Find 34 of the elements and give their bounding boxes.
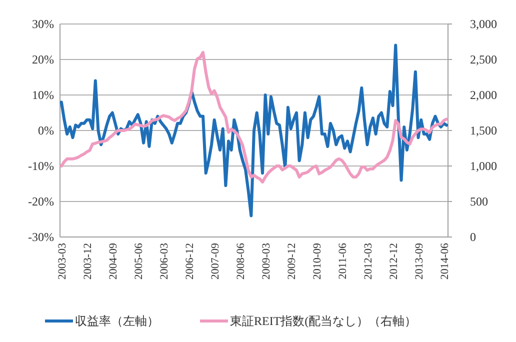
y2-tick-label: 1,500 xyxy=(470,124,497,138)
y-tick-label: 20% xyxy=(32,52,54,66)
x-tick-label: 2009-03 xyxy=(260,242,272,280)
x-tick-label: 2006-12 xyxy=(184,243,196,280)
x-tick-label: 2006-03 xyxy=(158,242,170,280)
y2-tick-label: 2,000 xyxy=(470,88,497,102)
x-tick-label: 2013-09 xyxy=(413,242,426,280)
x-tick-label: 2008-06 xyxy=(234,242,247,280)
x-tick-label: 2005-06 xyxy=(132,242,145,280)
y-tick-label: -30% xyxy=(28,230,54,244)
y2-tick-label: 2,500 xyxy=(470,52,497,66)
legend-label: 東証REIT指数(配当なし）（右軸） xyxy=(230,314,417,328)
x-tick-label: 2012-12 xyxy=(388,243,400,280)
x-tick-label: 2007-09 xyxy=(209,242,222,280)
x-tick-label: 2014-06 xyxy=(438,242,451,280)
y-tick-label: -20% xyxy=(28,194,54,208)
y2-tick-label: 3,000 xyxy=(470,17,497,31)
line-series xyxy=(60,44,448,218)
y2-tick-label: 0 xyxy=(470,230,476,244)
x-tick-label: 2003-12 xyxy=(82,243,94,280)
y2-tick-label: 1,000 xyxy=(470,159,497,173)
y-tick-label: 30% xyxy=(32,17,54,31)
y-tick-label: -10% xyxy=(28,159,54,173)
line-series xyxy=(60,50,448,184)
y2-tick-label: 500 xyxy=(470,194,488,208)
x-tick-label: 2004-09 xyxy=(107,242,120,280)
x-tick-label: 2009-12 xyxy=(286,243,298,280)
x-tick-label: 2003-03 xyxy=(56,242,68,280)
x-tick-label: 2011-06 xyxy=(336,242,349,280)
legend-label: 収益率（左軸） xyxy=(75,314,159,328)
y-tick-label: 10% xyxy=(32,88,54,102)
y-tick-label: 0% xyxy=(38,124,54,138)
x-tick-label: 2012-03 xyxy=(362,242,374,280)
x-tick-label: 2010-09 xyxy=(311,242,324,280)
